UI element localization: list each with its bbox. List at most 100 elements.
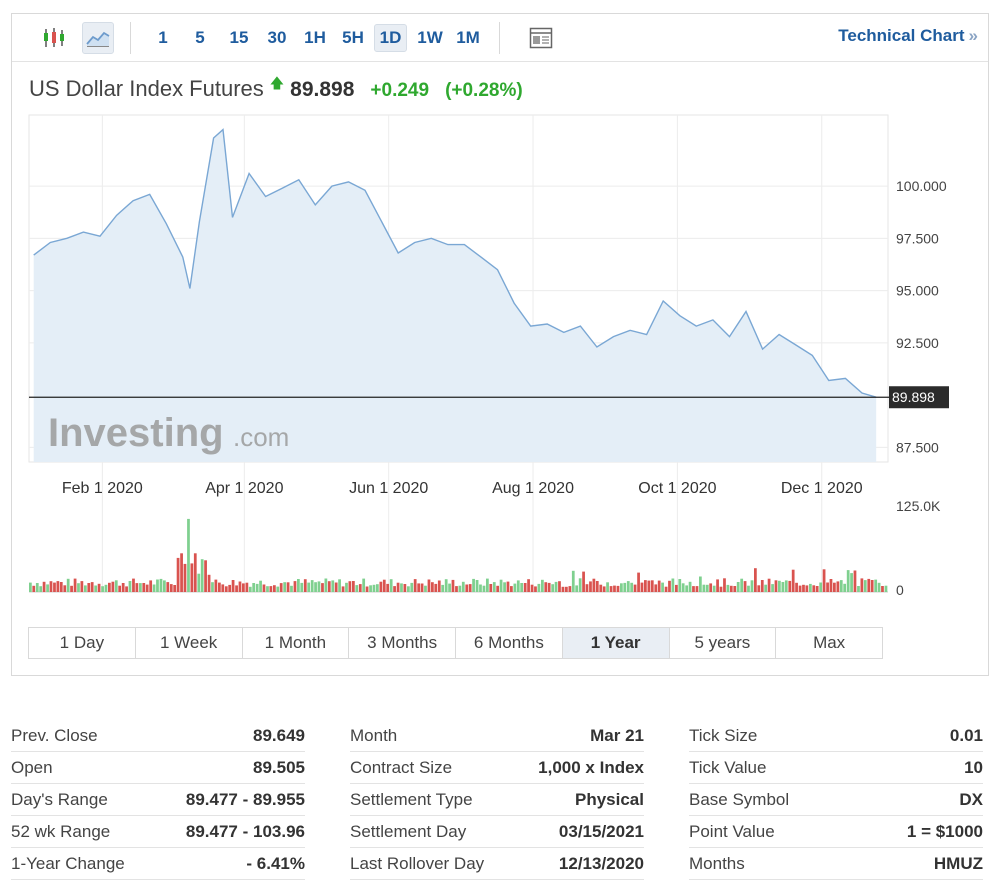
volume-bar	[135, 583, 139, 592]
volume-bar	[699, 576, 702, 592]
interval-1w[interactable]: 1W	[417, 28, 443, 47]
volume-bar	[681, 583, 685, 592]
range-3-months[interactable]: 3 Months	[349, 628, 456, 658]
interval-1h[interactable]: 1H	[304, 28, 326, 47]
price-chart[interactable]: Investing .com 89.898 100.000 97.500 95.000…	[12, 14, 988, 624]
volume-bar	[365, 586, 369, 592]
volume-tick-label: 0	[896, 582, 904, 598]
volume-bar	[352, 581, 355, 592]
range-max[interactable]: Max	[813, 633, 846, 652]
stat-label: Tick Value	[689, 757, 767, 777]
chart-widget: 1 5 15 30 1H 5H 1D 1W 1M Technical Chart…	[11, 13, 989, 676]
stat-label: Contract Size	[350, 757, 453, 777]
range-1-week[interactable]: 1 Week	[136, 628, 243, 658]
quote-header: US Dollar Index Futures 🡅 89.898 +0.249 …	[29, 75, 523, 106]
volume-bar	[541, 579, 544, 592]
volume-bar	[331, 580, 335, 592]
volume-bar	[163, 580, 166, 592]
volume-bar	[248, 586, 252, 592]
interval-1d[interactable]: 1D	[374, 24, 407, 52]
volume-bar	[283, 582, 287, 592]
volume-bar	[602, 586, 606, 592]
volume-bar	[348, 581, 352, 592]
volume-bar	[56, 581, 60, 592]
stat-label: 52 wk Range	[11, 821, 111, 841]
volume-bar	[492, 582, 496, 592]
volume-bar	[516, 580, 520, 592]
volume-bar	[207, 574, 211, 592]
stat-value: 1,000 x Index	[538, 757, 644, 777]
stat-value: 89.477 - 89.955	[185, 789, 305, 809]
volume-bar	[396, 582, 400, 592]
stat-value: 12/13/2020	[558, 853, 644, 873]
x-tick-label: Apr 1 2020	[205, 480, 283, 497]
interval-30[interactable]: 30	[267, 28, 287, 47]
volume-bar	[482, 585, 486, 592]
volume-bar	[709, 583, 713, 592]
volume-bar	[145, 584, 149, 592]
chevron-right-icon: »	[968, 26, 978, 45]
volume-bar	[393, 586, 396, 592]
volume-bar	[503, 582, 506, 592]
volume-bar	[626, 581, 630, 592]
volume-bar	[173, 585, 177, 592]
volume-bar	[303, 579, 307, 592]
volume-bar	[740, 578, 744, 592]
technical-chart-link[interactable]: Technical Chart»	[838, 26, 978, 46]
volume-bar	[32, 585, 36, 592]
stat-label: Settlement Type	[350, 789, 473, 809]
volume-bar	[341, 586, 345, 592]
candlestick-chart-icon[interactable]	[38, 22, 70, 54]
volume-bar	[190, 563, 194, 592]
volume-bar	[486, 578, 489, 592]
volume-bar	[104, 584, 108, 592]
volume-bar	[661, 582, 664, 592]
volume-bar	[403, 584, 407, 592]
volume-bar	[156, 579, 159, 592]
volume-bar	[874, 579, 878, 592]
stat-row: Last Rollover Day 12/13/2020	[350, 848, 644, 880]
area-chart-icon[interactable]	[82, 22, 114, 54]
volume-bar	[554, 581, 558, 592]
range-1-day[interactable]: 1 Day	[29, 628, 136, 658]
x-tick-label: Oct 1 2020	[638, 480, 716, 497]
volume-bar	[279, 583, 283, 592]
volume-bar	[424, 585, 427, 592]
interval-1[interactable]: 1	[158, 28, 168, 47]
volume-bar	[836, 581, 840, 592]
volume-bar	[379, 581, 383, 592]
volume-bar	[719, 586, 723, 592]
volume-bar	[537, 583, 541, 592]
volume-bar	[822, 569, 826, 592]
volume-bar	[551, 584, 555, 592]
stats-column-2: Month Mar 21 Contract Size 1,000 x Index S…	[350, 720, 644, 880]
interval-5h[interactable]: 5H	[342, 28, 364, 47]
volume-bar	[245, 582, 249, 592]
stat-row: Tick Size 0.01	[689, 720, 983, 752]
stat-value: - 6.41%	[246, 853, 305, 873]
volume-bar	[747, 585, 750, 592]
volume-bar	[70, 585, 73, 592]
range-1-month[interactable]: 1 Month	[243, 628, 350, 658]
volume-bar	[286, 582, 290, 592]
stat-row: Point Value 1 = $1000	[689, 816, 983, 848]
interval-1m[interactable]: 1M	[456, 28, 480, 47]
interval-5[interactable]: 5	[195, 28, 205, 47]
technical-chart-label: Technical Chart	[838, 26, 965, 45]
stat-label: Base Symbol	[689, 789, 790, 809]
volume-bar	[427, 579, 431, 592]
volume-bar	[128, 581, 132, 592]
range-6-months[interactable]: 6 Months	[456, 628, 563, 658]
volume-bar	[815, 586, 819, 592]
volume-bar	[534, 586, 537, 592]
volume-bar	[152, 584, 156, 592]
range-5-years[interactable]: 5 years	[670, 628, 777, 658]
volume-bar	[850, 573, 853, 592]
volume-bar	[59, 582, 63, 592]
volume-bar	[809, 583, 812, 592]
interval-15[interactable]: 15	[229, 28, 249, 47]
range-1-year[interactable]: 1 Year	[562, 628, 670, 658]
volume-bar	[671, 578, 675, 592]
volume-bar	[327, 581, 331, 592]
layout-icon[interactable]	[525, 22, 557, 54]
